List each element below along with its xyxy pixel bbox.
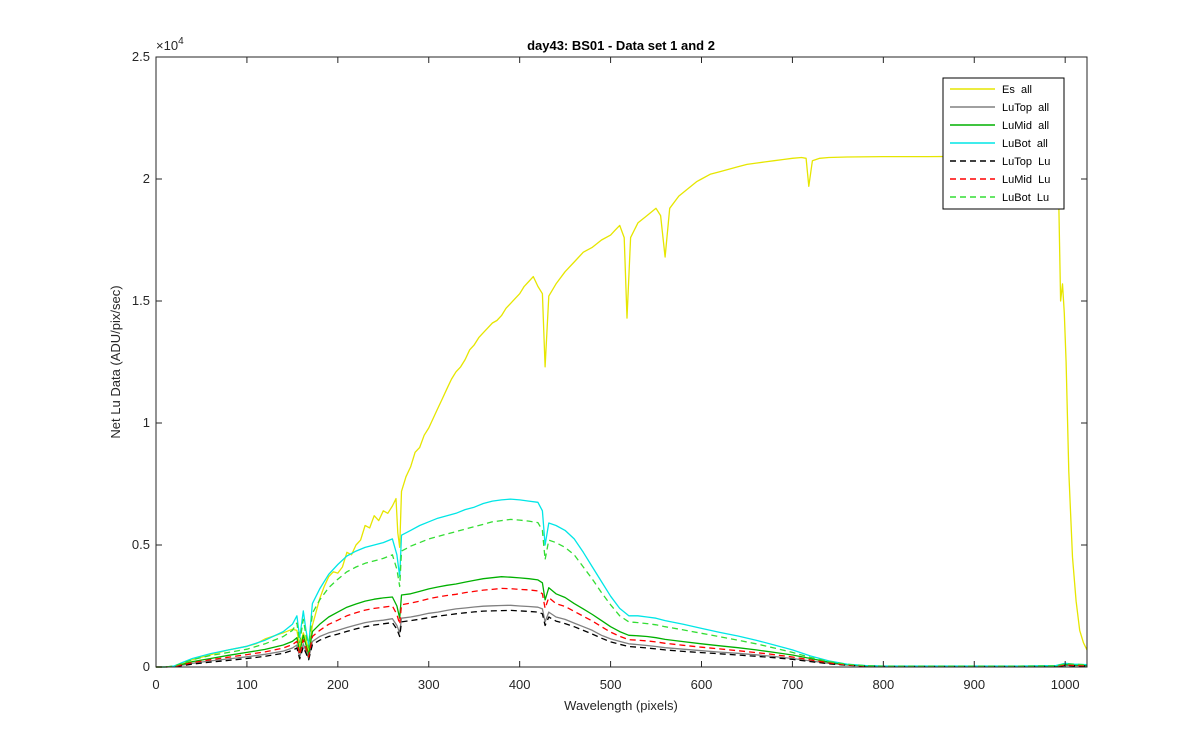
series-line-5 bbox=[156, 609, 1088, 668]
legend-label: LuBot Lu bbox=[1002, 192, 1049, 204]
series-line-6 bbox=[156, 587, 1088, 668]
legend: Es all LuTop all LuMid all LuBot all LuTop L… bbox=[942, 77, 1065, 210]
legend-label: Es all bbox=[1002, 84, 1032, 96]
x-tick-label: 900 bbox=[963, 677, 985, 692]
legend-label: LuTop all bbox=[1002, 102, 1049, 114]
x-tick-label: 500 bbox=[600, 677, 622, 692]
chart-title: day43: BS01 - Data set 1 and 2 bbox=[527, 38, 715, 53]
x-tick-label: 800 bbox=[872, 677, 894, 692]
series-line-3 bbox=[156, 576, 1088, 668]
x-tick-label: 700 bbox=[782, 677, 804, 692]
y-axis-label: Net Lu Data (ADU/pix/sec) bbox=[108, 285, 123, 438]
plot-area bbox=[156, 57, 1087, 667]
x-tick-label: 100 bbox=[236, 677, 258, 692]
y-axis-exponent: ×104 bbox=[156, 36, 184, 53]
x-tick-label: 200 bbox=[327, 677, 349, 692]
legend-label: LuTop Lu bbox=[1002, 156, 1050, 168]
x-axis-ticks: 0 100 200 300 400 500 600 700 800 900 1000 bbox=[152, 57, 1080, 692]
legend-label: LuBot all bbox=[1002, 138, 1048, 150]
y-tick-label: 1.5 bbox=[132, 293, 150, 308]
y-tick-label: 1 bbox=[143, 415, 150, 430]
series-line-7 bbox=[156, 518, 1088, 668]
x-tick-label: 1000 bbox=[1051, 677, 1080, 692]
y-tick-label: 0 bbox=[143, 659, 150, 674]
series-line-2 bbox=[156, 604, 1088, 668]
legend-label: LuMid Lu bbox=[1002, 174, 1050, 186]
axes-box bbox=[155, 56, 1088, 668]
x-axis-label: Wavelength (pixels) bbox=[564, 698, 678, 713]
x-tick-label: 300 bbox=[418, 677, 440, 692]
series-line-4 bbox=[156, 498, 1088, 668]
y-axis-ticks: 0 0.5 1 1.5 2 2.5 bbox=[132, 49, 1087, 674]
x-tick-label: 400 bbox=[509, 677, 531, 692]
y-tick-label: 0.5 bbox=[132, 537, 150, 552]
series-layer bbox=[156, 155, 1088, 668]
x-tick-label: 0 bbox=[152, 677, 159, 692]
y-exponent-base: ×10 bbox=[156, 38, 178, 53]
y-exponent-power: 4 bbox=[178, 36, 184, 47]
legend-label: LuMid all bbox=[1002, 120, 1049, 132]
series-line-1 bbox=[156, 155, 1088, 668]
y-tick-label: 2.5 bbox=[132, 49, 150, 64]
y-tick-label: 2 bbox=[143, 171, 150, 186]
x-tick-label: 600 bbox=[691, 677, 713, 692]
